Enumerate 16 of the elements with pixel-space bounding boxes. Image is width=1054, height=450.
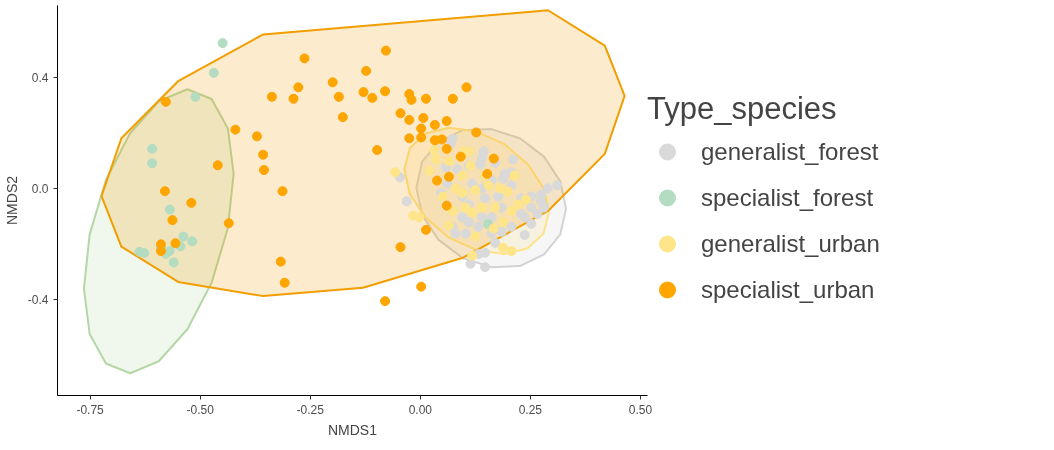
y-axis-title: NMDS2 [3, 175, 20, 225]
y-tick-label: 0.4 [31, 70, 49, 85]
y-tick-label: 0.0 [31, 181, 49, 196]
x-tick-label: -0.50 [186, 402, 215, 417]
x-tick-label: 0.50 [628, 402, 653, 417]
x-tick-label: 0.00 [408, 402, 433, 417]
x-axis-title: NMDS1 [328, 421, 378, 438]
x-tick-label: 0.25 [518, 402, 543, 417]
x-tick-label: -0.25 [296, 402, 325, 417]
legend-label: generalist_urban [701, 229, 880, 258]
y-tick-label: -0.4 [27, 293, 49, 308]
x-tick-label: -0.75 [76, 402, 105, 417]
legend-label: specialist_urban [701, 275, 875, 304]
legend-title: Type_species [647, 90, 838, 127]
legend-label: specialist_forest [701, 183, 874, 212]
legend-label: generalist_forest [701, 137, 879, 166]
